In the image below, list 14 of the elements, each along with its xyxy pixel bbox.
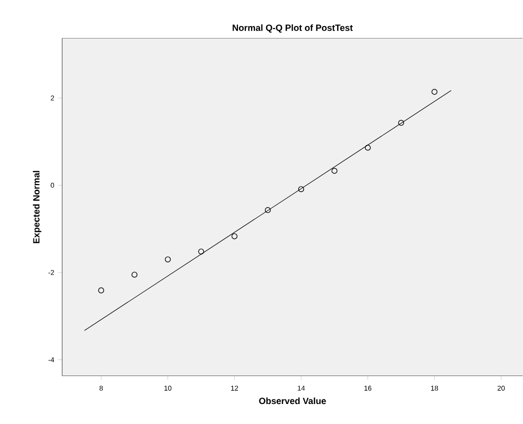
x-axis-title: Observed Value <box>259 397 326 404</box>
point <box>164 256 171 262</box>
y-axis-title: Expected Normal <box>32 170 42 244</box>
chart-title: Normal Q-Q Plot of PostTest <box>232 24 353 33</box>
point <box>232 233 238 240</box>
point <box>398 120 404 126</box>
point <box>332 168 338 174</box>
point <box>432 88 438 95</box>
point <box>264 207 271 213</box>
point <box>132 272 138 278</box>
point <box>98 287 104 294</box>
point <box>298 186 304 192</box>
point <box>364 144 371 151</box>
point <box>198 248 204 254</box>
